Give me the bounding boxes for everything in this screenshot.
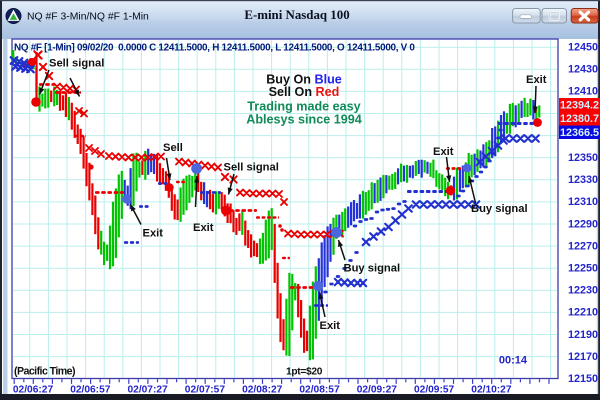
svg-text:02/07:27: 02/07:27 bbox=[127, 385, 168, 396]
svg-text:12394.2: 12394.2 bbox=[560, 100, 599, 112]
svg-text:NQ #F 3-Min/NQ #F 1-Min: NQ #F 3-Min/NQ #F 1-Min bbox=[27, 12, 149, 23]
svg-text:02/06:27: 02/06:27 bbox=[13, 385, 54, 396]
svg-text:Buy On Blue: Buy On Blue bbox=[266, 73, 342, 87]
svg-text:12190: 12190 bbox=[568, 329, 598, 341]
svg-text:1pt=$20: 1pt=$20 bbox=[286, 367, 323, 378]
svg-text:12170: 12170 bbox=[568, 351, 598, 363]
svg-text:Buy signal: Buy signal bbox=[471, 203, 528, 215]
svg-text:(Pacific Time): (Pacific Time) bbox=[14, 366, 75, 378]
svg-text:12380.7: 12380.7 bbox=[560, 113, 599, 125]
svg-text:Buy signal: Buy signal bbox=[344, 263, 401, 275]
svg-text:12410: 12410 bbox=[568, 86, 598, 98]
svg-text:12290: 12290 bbox=[568, 218, 598, 230]
svg-text:02/08:57: 02/08:57 bbox=[299, 385, 340, 396]
svg-text:12350: 12350 bbox=[568, 152, 598, 164]
svg-text:02/08:27: 02/08:27 bbox=[242, 385, 283, 396]
svg-text:12310: 12310 bbox=[568, 196, 598, 208]
svg-text:12330: 12330 bbox=[568, 174, 598, 186]
svg-text:02/06:57: 02/06:57 bbox=[70, 385, 111, 396]
svg-text:00:14: 00:14 bbox=[499, 355, 528, 367]
svg-text:02/09:57: 02/09:57 bbox=[414, 385, 455, 396]
svg-text:Sell: Sell bbox=[163, 142, 183, 154]
svg-text:Sell signal: Sell signal bbox=[224, 162, 279, 174]
svg-text:E-mini Nasdaq 100: E-mini Nasdaq 100 bbox=[244, 8, 349, 22]
svg-text:02/10:27: 02/10:27 bbox=[471, 385, 512, 396]
svg-text:12250: 12250 bbox=[568, 263, 598, 275]
svg-text:12230: 12230 bbox=[568, 285, 598, 297]
svg-text:02/07:57: 02/07:57 bbox=[185, 385, 226, 396]
svg-text:12210: 12210 bbox=[568, 307, 598, 319]
svg-text:Exit: Exit bbox=[143, 228, 164, 240]
svg-text:12270: 12270 bbox=[568, 240, 598, 252]
svg-text:Exit: Exit bbox=[320, 320, 341, 332]
svg-text:Exit: Exit bbox=[433, 146, 454, 158]
svg-text:Sell signal: Sell signal bbox=[49, 58, 104, 70]
svg-text:12450: 12450 bbox=[568, 42, 598, 54]
svg-text:NQ #F [1-Min] 09/02/20 0.0000: NQ #F [1-Min] 09/02/20 0.0000 C 12411.50… bbox=[14, 43, 415, 54]
svg-text:Sell On Red: Sell On Red bbox=[269, 85, 340, 99]
svg-text:Exit: Exit bbox=[526, 74, 547, 86]
svg-text:12150: 12150 bbox=[568, 373, 598, 385]
svg-text:12366.5: 12366.5 bbox=[560, 127, 599, 139]
svg-text:12430: 12430 bbox=[568, 64, 598, 76]
svg-text:Trading made easy: Trading made easy bbox=[247, 100, 360, 114]
svg-text:02/09:27: 02/09:27 bbox=[357, 385, 398, 396]
svg-text:Exit: Exit bbox=[193, 222, 214, 234]
svg-text:Ablesys since 1994: Ablesys since 1994 bbox=[246, 113, 362, 127]
